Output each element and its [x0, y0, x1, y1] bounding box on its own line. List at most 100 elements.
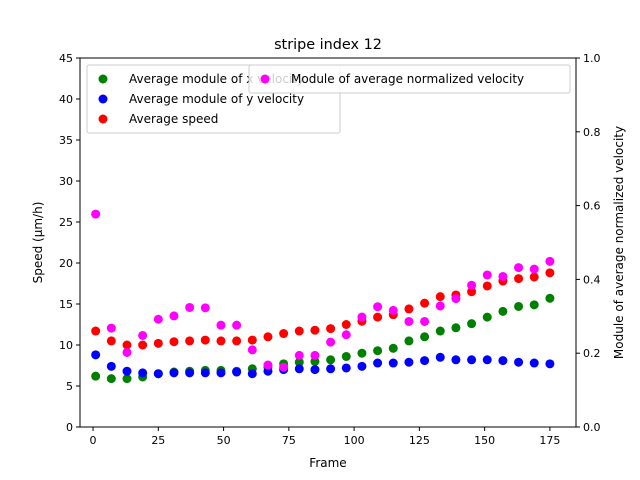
data-point [169, 337, 179, 347]
data-point [91, 350, 101, 360]
data-point [216, 336, 226, 346]
data-point [106, 374, 116, 384]
legend-entry: Average speed [129, 112, 218, 126]
x-tick-label: 125 [409, 434, 430, 447]
data-point [310, 365, 320, 375]
data-point [341, 363, 351, 373]
data-point [373, 312, 383, 322]
data-point [498, 356, 508, 366]
data-point [91, 209, 101, 219]
y-tick-label-left: 45 [59, 52, 73, 65]
data-point [247, 369, 257, 379]
data-point [216, 320, 226, 330]
x-tick-label: 25 [151, 434, 165, 447]
data-point [420, 332, 430, 342]
x-axis-label: Frame [309, 456, 346, 470]
data-point [373, 302, 383, 312]
x-tick-label: 100 [344, 434, 365, 447]
data-point [373, 346, 383, 356]
data-point [138, 368, 148, 378]
x-tick-label: 50 [217, 434, 231, 447]
y-tick-label-left: 15 [59, 298, 73, 311]
y-tick-label-left: 20 [59, 257, 73, 270]
legend-marker [98, 74, 108, 84]
legend-marker [98, 94, 108, 104]
data-point [232, 367, 242, 377]
data-point [341, 330, 351, 340]
data-point [357, 361, 367, 371]
data-point [545, 359, 555, 369]
data-point [482, 281, 492, 291]
data-point [122, 366, 132, 376]
y-axis-right: 0.0 0.2 0.4 0.6 0.8 1.0 [576, 52, 601, 434]
data-point [388, 358, 398, 368]
x-tick-label: 150 [474, 434, 495, 447]
data-point [91, 371, 101, 381]
data-point [404, 316, 414, 326]
data-point [482, 270, 492, 280]
legend-right: Module of average normalized velocity [248, 64, 571, 94]
data-point [326, 337, 336, 347]
data-point [153, 314, 163, 324]
data-point [451, 294, 461, 304]
data-point [310, 350, 320, 360]
data-point [247, 345, 257, 355]
data-point [106, 336, 116, 346]
y-tick-label-left: 35 [59, 134, 73, 147]
y-tick-label-left: 30 [59, 175, 73, 188]
y-tick-label-left: 10 [59, 339, 73, 352]
data-point [263, 332, 273, 342]
data-point [106, 323, 116, 333]
data-point [514, 274, 524, 284]
data-point [232, 320, 242, 330]
data-point [153, 338, 163, 348]
data-point [185, 302, 195, 312]
data-point [138, 330, 148, 340]
legend-entry: Average module of y velocity [129, 92, 304, 106]
x-axis: 0 25 50 75 100 125 150 175 [90, 427, 560, 447]
data-point [310, 325, 320, 335]
data-point [498, 271, 508, 281]
data-point [294, 357, 304, 367]
y-tick-label-right: 0.4 [583, 273, 601, 286]
data-point [185, 336, 195, 346]
data-point [529, 264, 539, 274]
data-point [529, 272, 539, 282]
data-point [435, 292, 445, 302]
data-point [263, 360, 273, 370]
x-tick-label: 75 [282, 434, 296, 447]
data-point [404, 336, 414, 346]
data-point [247, 335, 257, 345]
y-tick-label-right: 0.6 [583, 200, 601, 213]
series-3 [91, 209, 555, 372]
legend-entry: Module of average normalized velocity [291, 72, 524, 86]
data-point [514, 357, 524, 367]
data-point [169, 368, 179, 378]
data-point [451, 355, 461, 365]
y-axis-left: 0 5 10 15 20 25 30 35 40 45 [59, 52, 80, 434]
data-point [467, 280, 477, 290]
series-1 [91, 350, 555, 379]
data-point [514, 263, 524, 273]
chart-marks [91, 209, 555, 384]
data-point [200, 368, 210, 378]
data-point [263, 366, 273, 376]
data-point [404, 304, 414, 314]
data-point [279, 329, 289, 339]
data-point [200, 335, 210, 345]
data-point [294, 364, 304, 374]
data-point [185, 368, 195, 378]
data-point [498, 306, 508, 316]
y-tick-label-right: 0.8 [583, 126, 601, 139]
data-point [404, 357, 414, 367]
legend-marker [98, 114, 108, 124]
data-point [420, 316, 430, 326]
y-tick-label-right: 1.0 [583, 52, 601, 65]
legend-box [248, 64, 571, 94]
data-point [514, 301, 524, 311]
data-point [326, 324, 336, 334]
y-axis-label-right: Module of average normalized velocity [612, 126, 626, 359]
data-point [545, 256, 555, 266]
data-point [388, 343, 398, 353]
